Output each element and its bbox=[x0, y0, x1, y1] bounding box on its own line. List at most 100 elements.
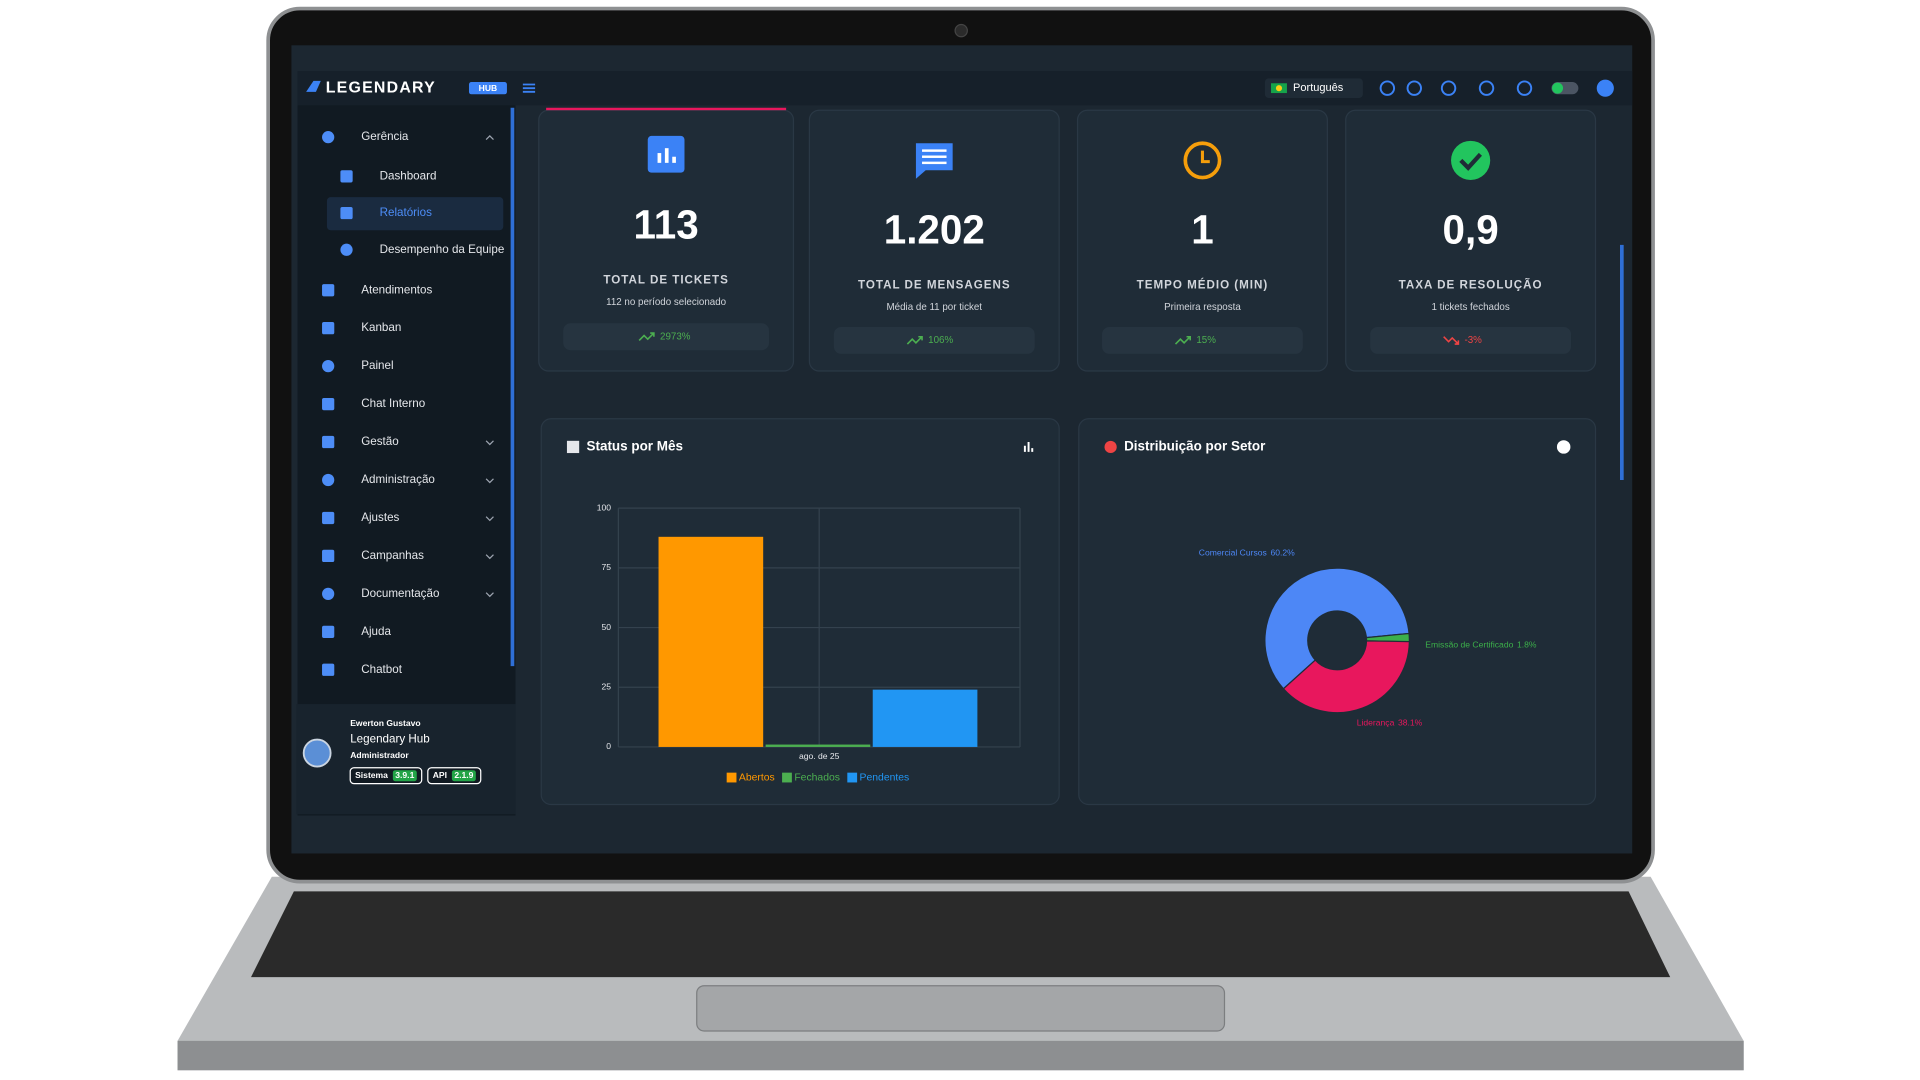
menu-icon bbox=[322, 587, 335, 600]
menu-icon bbox=[340, 170, 353, 183]
card-icon-line bbox=[922, 161, 947, 165]
chart-type-icon bbox=[1023, 442, 1034, 452]
sidebar-scrollbar bbox=[510, 107, 515, 667]
menu-item[interactable]: Dashboard bbox=[380, 169, 437, 182]
y-tick-label: 50 bbox=[601, 622, 611, 632]
title-icon bbox=[566, 440, 580, 454]
language-label[interactable]: Português bbox=[1293, 82, 1344, 94]
menu-item[interactable]: Atendimentos bbox=[361, 283, 432, 296]
card-label: TEMPO MÉDIO (MIN) bbox=[1137, 278, 1269, 291]
trend-pill bbox=[563, 323, 769, 351]
menu-icon bbox=[322, 473, 335, 487]
card-value: 1 bbox=[1191, 206, 1213, 252]
menu-item[interactable]: Documentação bbox=[361, 587, 439, 600]
card-icon bbox=[1183, 141, 1222, 180]
card-accent bbox=[546, 107, 787, 111]
menu-item[interactable]: Chat Interno bbox=[361, 397, 425, 410]
card-value: 113 bbox=[634, 201, 699, 247]
legend-label: Fechados bbox=[794, 772, 840, 783]
version-value-box bbox=[392, 770, 417, 782]
menu-item[interactable]: Administração bbox=[361, 473, 435, 486]
camera bbox=[954, 23, 968, 38]
toolbar-icon[interactable] bbox=[1478, 80, 1495, 96]
menu-icon bbox=[322, 663, 335, 676]
logo-badge bbox=[468, 82, 507, 95]
chevron-down bbox=[485, 440, 494, 446]
trackpad bbox=[696, 985, 1226, 1032]
card-label: TOTAL DE TICKETS bbox=[603, 273, 728, 286]
menu-icon bbox=[322, 397, 335, 411]
slice-label: Liderança 38.1% bbox=[1357, 718, 1423, 728]
card-label: TAXA DE RESOLUÇÃO bbox=[1399, 278, 1543, 291]
menu-item[interactable]: Gerência bbox=[361, 130, 409, 143]
card-icon-bar bbox=[672, 156, 676, 163]
trend-arrow bbox=[906, 335, 923, 345]
theme-toggle-knob[interactable] bbox=[1552, 82, 1564, 94]
card-icon bbox=[1451, 140, 1491, 180]
legend-label: Pendentes bbox=[860, 772, 910, 783]
y-tick-label: 75 bbox=[601, 562, 611, 572]
donut-slice bbox=[1264, 567, 1410, 690]
slice-name: Comercial Cursos bbox=[1199, 548, 1267, 558]
trend-arrow bbox=[1443, 336, 1460, 345]
legend-item[interactable]: Fechados bbox=[782, 772, 840, 783]
legend-item[interactable]: Abertos bbox=[726, 772, 775, 783]
chevron-down bbox=[485, 554, 494, 560]
card-note: Primeira resposta bbox=[1164, 302, 1241, 313]
toolbar-icon[interactable] bbox=[1379, 80, 1396, 96]
version-label: Sistema bbox=[355, 770, 388, 780]
stat-card bbox=[808, 109, 1060, 372]
menu-item[interactable]: Ajustes bbox=[361, 511, 399, 524]
language-select[interactable] bbox=[1264, 78, 1363, 98]
logo-badge-text: HUB bbox=[479, 83, 498, 93]
slice-value: 1.8% bbox=[1517, 640, 1537, 650]
toolbar-icon[interactable] bbox=[1516, 80, 1533, 96]
card-value: 0,9 bbox=[1443, 206, 1499, 252]
chevron-down bbox=[485, 478, 494, 484]
slice-name: Emissão de Certificado bbox=[1425, 640, 1513, 650]
menu-item[interactable]: Painel bbox=[361, 359, 393, 372]
donut-slice bbox=[1282, 640, 1410, 714]
main-scrollbar bbox=[1620, 244, 1624, 480]
keyboard bbox=[251, 891, 1671, 978]
user-name: Ewerton Gustavo bbox=[350, 718, 420, 728]
avatar bbox=[302, 738, 332, 768]
version-badge: Sistema 3.9.1 bbox=[349, 767, 423, 785]
menu-icon bbox=[322, 625, 335, 638]
legend-item[interactable]: Pendentes bbox=[847, 772, 909, 783]
version-value-box bbox=[451, 770, 476, 782]
card-icon-bar bbox=[664, 148, 669, 163]
logo-mark bbox=[306, 80, 321, 92]
trend-arrow bbox=[638, 332, 655, 341]
menu-item[interactable]: Relatórios bbox=[380, 206, 433, 219]
version-value: 3.9.1 bbox=[395, 770, 414, 780]
card-note: 112 no período selecionado bbox=[606, 297, 727, 308]
laptop-base-edge bbox=[177, 1040, 1744, 1071]
trend-value: 15% bbox=[1196, 335, 1216, 346]
flag-center bbox=[1275, 85, 1283, 92]
toolbar-icon[interactable] bbox=[1406, 80, 1422, 96]
menu-icon bbox=[340, 243, 353, 256]
card-note: 1 tickets fechados bbox=[1431, 302, 1509, 313]
menu-item[interactable]: Kanban bbox=[361, 321, 401, 334]
profile-icon[interactable] bbox=[1596, 79, 1614, 97]
menu-icon bbox=[322, 435, 335, 449]
card-label: TOTAL DE MENSAGENS bbox=[858, 278, 1011, 291]
menu-icon bbox=[322, 511, 335, 525]
toolbar-icon[interactable] bbox=[1440, 80, 1457, 96]
slice-value: 38.1% bbox=[1398, 718, 1423, 728]
user-panel bbox=[296, 704, 516, 815]
legend-swatch bbox=[847, 772, 858, 783]
menu-item[interactable]: Ajuda bbox=[361, 625, 391, 638]
menu-toggle[interactable] bbox=[522, 83, 536, 93]
menu-icon bbox=[322, 549, 335, 563]
menu-icon bbox=[322, 284, 335, 297]
menu-icon bbox=[322, 360, 335, 373]
card-note: Média de 11 por ticket bbox=[887, 302, 983, 313]
menu-item[interactable]: Gestão bbox=[361, 435, 398, 448]
trend-pill bbox=[1370, 326, 1572, 354]
menu-item[interactable]: Campanhas bbox=[361, 549, 424, 562]
menu-item[interactable]: Desempenho da Equipe bbox=[380, 243, 505, 256]
menu-item[interactable]: Chatbot bbox=[361, 663, 402, 676]
